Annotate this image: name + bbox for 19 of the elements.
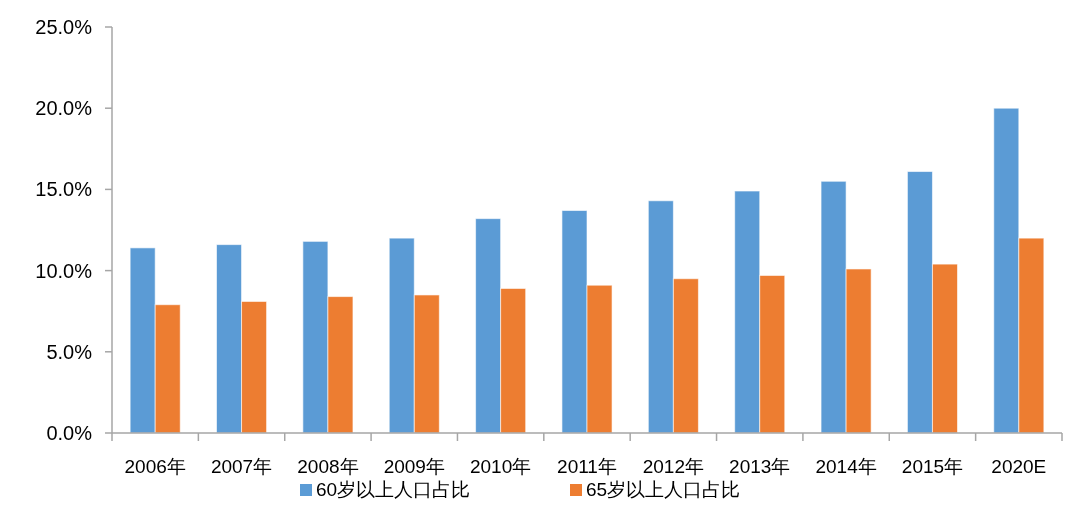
y-tick-label: 10.0% — [35, 259, 93, 282]
x-tick-label: 2006年 — [124, 456, 186, 477]
x-tick-label: 2020E — [991, 456, 1047, 477]
y-tick-label: 5.0% — [46, 340, 93, 363]
x-tick-label: 2008年 — [297, 456, 359, 477]
x-tick-label: 2009年 — [383, 456, 445, 477]
x-tick-label: 2012年 — [642, 456, 704, 477]
legend-label: 60岁以上人口占比 — [316, 479, 471, 500]
y-tick-label: 20.0% — [35, 97, 93, 120]
legend-label: 65岁以上人口占比 — [586, 479, 741, 500]
x-tick-label: 2015年 — [901, 456, 964, 477]
x-tick-label: 2011年 — [557, 456, 617, 477]
x-tick-label: 2014年 — [815, 456, 877, 477]
y-tick-label: 15.0% — [35, 178, 93, 201]
y-tick-label: 25.0% — [35, 16, 93, 38]
x-tick-label: 2013年 — [729, 456, 791, 477]
x-tick-label: 2010年 — [470, 456, 532, 477]
y-tick-label: 0.0% — [46, 422, 93, 444]
x-tick-label: 2007年 — [210, 456, 273, 477]
